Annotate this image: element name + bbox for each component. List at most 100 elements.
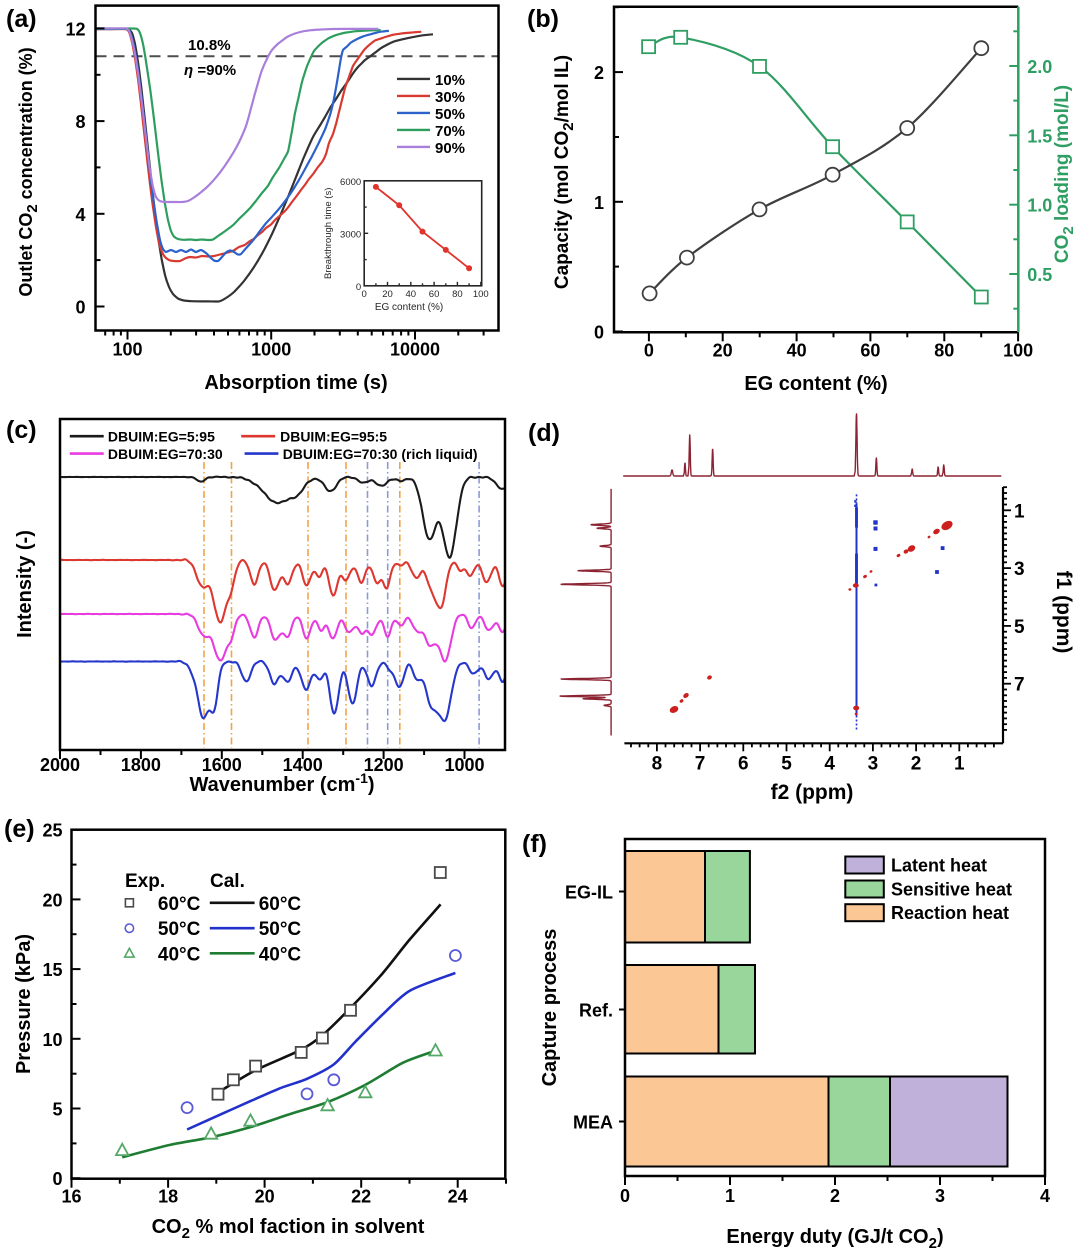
svg-text:5: 5 bbox=[1014, 617, 1025, 638]
svg-text:2: 2 bbox=[594, 63, 604, 83]
svg-text:6: 6 bbox=[738, 753, 749, 774]
svg-text:f2 (ppm): f2 (ppm) bbox=[771, 781, 854, 804]
svg-text:80: 80 bbox=[452, 289, 463, 300]
svg-text:CO2 % mol faction in solvent: CO2 % mol faction in solvent bbox=[152, 1216, 425, 1242]
svg-text:1: 1 bbox=[594, 193, 604, 213]
svg-text:40°C: 40°C bbox=[259, 944, 302, 965]
svg-text:10%: 10% bbox=[435, 72, 465, 89]
svg-text:4: 4 bbox=[1040, 1186, 1050, 1206]
svg-text:Wavenumber (cm-1): Wavenumber (cm-1) bbox=[189, 770, 374, 796]
svg-text:100: 100 bbox=[112, 340, 142, 360]
svg-text:f1 (ppm): f1 (ppm) bbox=[1052, 571, 1075, 654]
svg-text:90%: 90% bbox=[435, 140, 465, 157]
svg-text:EG content (%): EG content (%) bbox=[375, 302, 443, 313]
svg-text:18: 18 bbox=[158, 1187, 178, 1207]
svg-text:0: 0 bbox=[620, 1186, 630, 1206]
svg-text:EG content (%): EG content (%) bbox=[744, 373, 887, 395]
svg-text:50%: 50% bbox=[435, 106, 465, 123]
svg-text:Ref.: Ref. bbox=[579, 1001, 613, 1021]
svg-text:3: 3 bbox=[868, 753, 879, 774]
svg-text:80: 80 bbox=[934, 340, 954, 360]
svg-text:1.0: 1.0 bbox=[1027, 196, 1052, 216]
svg-text:8: 8 bbox=[652, 753, 663, 774]
svg-text:(a): (a) bbox=[6, 5, 37, 33]
svg-text:5: 5 bbox=[781, 753, 792, 774]
svg-text:DBUIM:EG=95:5: DBUIM:EG=95:5 bbox=[280, 429, 387, 445]
svg-text:12: 12 bbox=[65, 19, 85, 39]
svg-text:22: 22 bbox=[351, 1187, 371, 1207]
svg-text:1600: 1600 bbox=[202, 755, 242, 775]
svg-text:60°C: 60°C bbox=[158, 894, 201, 915]
svg-text:1: 1 bbox=[725, 1186, 735, 1206]
svg-text:2: 2 bbox=[911, 753, 922, 774]
svg-text:60: 60 bbox=[429, 289, 440, 300]
svg-text:24: 24 bbox=[448, 1187, 468, 1207]
svg-text:2.0: 2.0 bbox=[1027, 57, 1052, 77]
svg-text:50°C: 50°C bbox=[259, 919, 302, 940]
svg-text:30%: 30% bbox=[435, 89, 465, 106]
svg-text:MEA: MEA bbox=[573, 1113, 613, 1133]
svg-text:0: 0 bbox=[52, 1169, 62, 1189]
svg-text:Capacity (mol CO2/mol IL): Capacity (mol CO2/mol IL) bbox=[552, 55, 577, 289]
svg-text:1200: 1200 bbox=[364, 755, 404, 775]
svg-text:2: 2 bbox=[830, 1186, 840, 1206]
svg-text:20: 20 bbox=[382, 289, 393, 300]
svg-text:60°C: 60°C bbox=[259, 894, 302, 915]
svg-text:(f): (f) bbox=[522, 830, 547, 858]
svg-text:100: 100 bbox=[1003, 340, 1033, 360]
svg-text:4: 4 bbox=[75, 205, 85, 225]
svg-text:0: 0 bbox=[644, 340, 654, 360]
svg-text:1000: 1000 bbox=[251, 340, 291, 360]
svg-text:DBUIM:EG=70:30: DBUIM:EG=70:30 bbox=[108, 446, 223, 462]
svg-text:DBUIM:EG=5:95: DBUIM:EG=5:95 bbox=[108, 429, 215, 445]
svg-text:1000: 1000 bbox=[444, 755, 484, 775]
svg-text:10.8%: 10.8% bbox=[188, 37, 231, 54]
svg-text:25: 25 bbox=[42, 821, 62, 841]
svg-text:EG-IL: EG-IL bbox=[565, 883, 613, 903]
svg-text:50°C: 50°C bbox=[158, 919, 201, 940]
svg-text:6000: 6000 bbox=[340, 177, 361, 188]
svg-text:15: 15 bbox=[42, 960, 62, 980]
svg-text:3000: 3000 bbox=[340, 229, 361, 240]
svg-text:3: 3 bbox=[1014, 559, 1025, 580]
svg-text:1: 1 bbox=[954, 753, 965, 774]
svg-text:4: 4 bbox=[824, 753, 835, 774]
svg-text:Cal.: Cal. bbox=[210, 871, 245, 892]
svg-text:1800: 1800 bbox=[121, 755, 161, 775]
svg-text:20: 20 bbox=[42, 890, 62, 910]
svg-text:40: 40 bbox=[406, 289, 417, 300]
svg-text:40°C: 40°C bbox=[158, 944, 201, 965]
svg-text:Pressure (kPa): Pressure (kPa) bbox=[13, 934, 35, 1074]
svg-text:20: 20 bbox=[255, 1187, 275, 1207]
svg-text:Energy duty (GJ/t CO2): Energy duty (GJ/t CO2) bbox=[726, 1226, 943, 1249]
svg-text:16: 16 bbox=[61, 1187, 81, 1207]
svg-text:10: 10 bbox=[42, 1030, 62, 1050]
svg-text:20: 20 bbox=[713, 340, 733, 360]
svg-text:Exp.: Exp. bbox=[125, 871, 165, 892]
svg-text:0.5: 0.5 bbox=[1027, 265, 1052, 285]
svg-text:1: 1 bbox=[1014, 501, 1025, 522]
svg-text:0: 0 bbox=[75, 298, 85, 318]
svg-text:2000: 2000 bbox=[40, 755, 80, 775]
svg-text:3: 3 bbox=[935, 1186, 945, 1206]
svg-text:Breakthrough time (s): Breakthrough time (s) bbox=[323, 188, 334, 279]
svg-text:7: 7 bbox=[695, 753, 706, 774]
svg-text:(c): (c) bbox=[6, 416, 37, 444]
svg-text:Reaction heat: Reaction heat bbox=[891, 903, 1009, 923]
svg-text:Intensity (-): Intensity (-) bbox=[14, 530, 36, 638]
svg-text:40: 40 bbox=[787, 340, 807, 360]
svg-text:0: 0 bbox=[362, 289, 367, 300]
svg-text:(b): (b) bbox=[527, 5, 559, 33]
svg-text:Latent heat: Latent heat bbox=[891, 856, 987, 876]
svg-text:η =90%: η =90% bbox=[184, 62, 236, 79]
svg-text:Absorption time (s): Absorption time (s) bbox=[204, 372, 387, 394]
svg-text:100: 100 bbox=[473, 289, 489, 300]
svg-text:Sensitive heat: Sensitive heat bbox=[891, 880, 1012, 900]
svg-text:(e): (e) bbox=[4, 815, 35, 843]
svg-text:7: 7 bbox=[1014, 675, 1025, 696]
svg-text:8: 8 bbox=[75, 112, 85, 132]
svg-text:1400: 1400 bbox=[283, 755, 323, 775]
svg-text:0: 0 bbox=[356, 282, 361, 293]
svg-text:DBUIM:EG=70:30 (rich liquid): DBUIM:EG=70:30 (rich liquid) bbox=[283, 446, 478, 462]
svg-text:60: 60 bbox=[860, 340, 880, 360]
